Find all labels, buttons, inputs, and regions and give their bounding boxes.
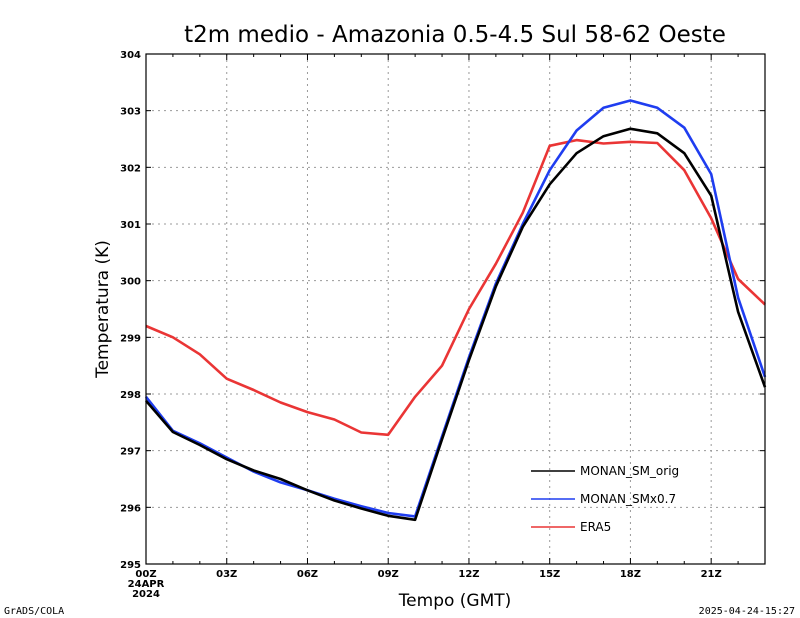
footer-right: 2025-04-24-15:27 bbox=[699, 606, 795, 617]
y-tick-label: 304 bbox=[120, 50, 141, 61]
x-axis-label: Tempo (GMT) bbox=[398, 591, 512, 611]
y-tick-label: 303 bbox=[120, 107, 141, 118]
legend-label: MONAN_SMx0.7 bbox=[580, 492, 676, 506]
y-tick-label: 302 bbox=[120, 163, 141, 174]
legend-label: MONAN_SM_orig bbox=[580, 464, 679, 478]
x-tick-label: 09Z bbox=[378, 569, 399, 580]
axis-ticks: 295 296 297 298 299 300 301 302 303 304 00Z24APR20… bbox=[120, 50, 766, 600]
legend-label: ERA5 bbox=[580, 520, 611, 534]
series-line-monan-sm-orig bbox=[145, 127, 767, 522]
y-axis-label: Temperatura (K) bbox=[93, 240, 113, 379]
y-tick-label: 301 bbox=[120, 220, 141, 231]
x-tick-label: 12Z bbox=[458, 569, 479, 580]
y-tick-label: 300 bbox=[120, 277, 141, 288]
x-tick-label: 06Z bbox=[297, 569, 318, 580]
y-tick-label: 295 bbox=[120, 560, 141, 571]
y-tick-label: 299 bbox=[120, 333, 141, 344]
x-tick-label: 15Z bbox=[539, 569, 560, 580]
y-tick-label: 296 bbox=[120, 503, 141, 514]
x-tick-year: 2024 bbox=[132, 589, 160, 600]
series-line-monan-smx0-7 bbox=[144, 99, 767, 518]
chart-title: t2m medio - Amazonia 0.5-4.5 Sul 58-62 O… bbox=[184, 22, 726, 48]
x-tick-label: 21Z bbox=[701, 569, 722, 580]
legend: MONAN_SM_orig MONAN_SMx0.7 ERA5 bbox=[531, 464, 679, 534]
series-line-era5 bbox=[145, 138, 766, 437]
grid-lines bbox=[146, 54, 765, 564]
x-tick-label: 03Z bbox=[216, 569, 237, 580]
x-tick-date: 24APR bbox=[128, 579, 165, 590]
footer-left: GrADS/COLA bbox=[4, 606, 64, 617]
plot-frame bbox=[145, 53, 766, 565]
series-group bbox=[144, 99, 767, 522]
x-tick-label: 00Z bbox=[135, 569, 156, 580]
y-tick-label: 298 bbox=[120, 390, 141, 401]
x-tick-label: 18Z bbox=[620, 569, 641, 580]
y-tick-label: 297 bbox=[120, 447, 141, 458]
